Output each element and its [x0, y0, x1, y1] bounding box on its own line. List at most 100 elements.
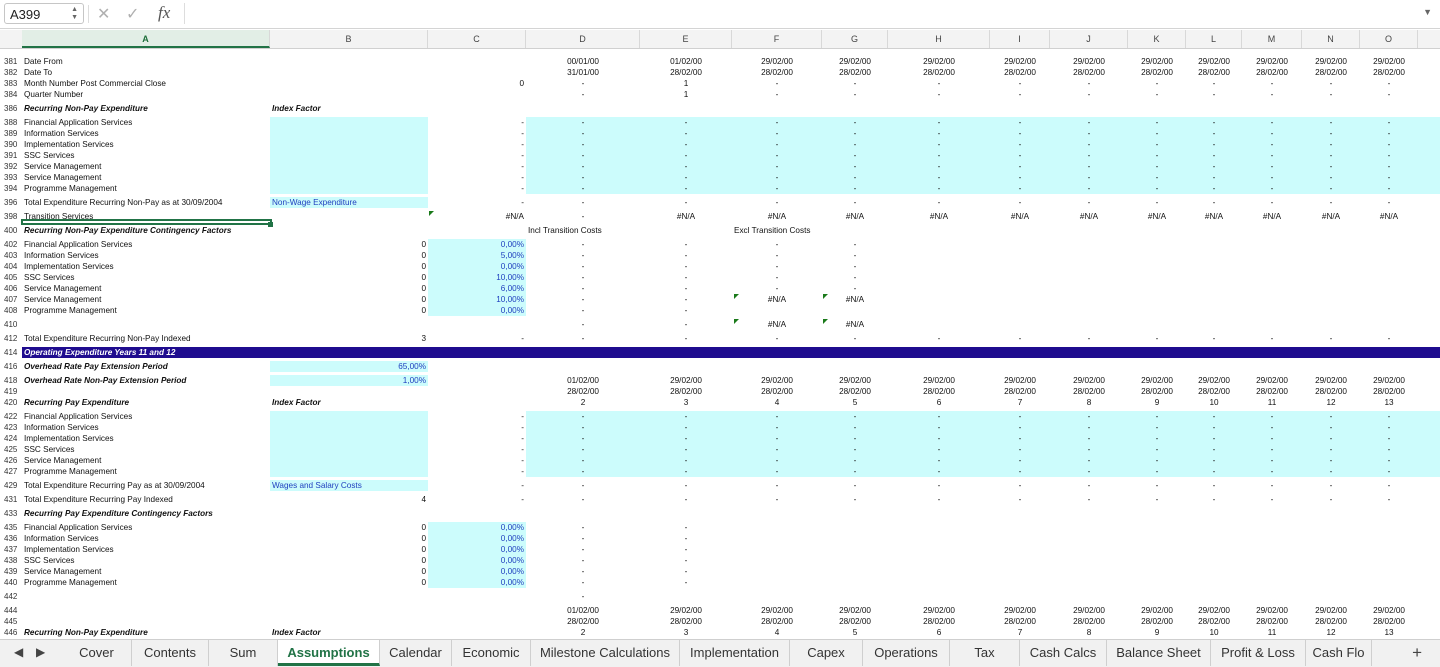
- cell-f419[interactable]: 28/02/00: [761, 387, 793, 396]
- sheet-tab-economic[interactable]: Economic: [452, 640, 531, 666]
- cell-b440[interactable]: 0: [421, 578, 426, 587]
- cell-m398[interactable]: #N/A: [1262, 212, 1282, 221]
- cell-e410[interactable]: -: [684, 320, 688, 329]
- cancel-icon[interactable]: ✕: [97, 6, 111, 23]
- cell-f394[interactable]: -: [775, 184, 779, 193]
- cell-a392[interactable]: Service Management: [24, 162, 102, 171]
- cell-i423[interactable]: -: [1018, 423, 1022, 432]
- cell-o429[interactable]: -: [1387, 481, 1391, 490]
- cell-h389[interactable]: -: [937, 129, 941, 138]
- cell-c392[interactable]: -: [521, 162, 524, 171]
- cell-b446[interactable]: Index Factor: [272, 628, 321, 637]
- cell-c426[interactable]: -: [521, 456, 524, 465]
- cell-e402[interactable]: -: [684, 240, 688, 249]
- cell-h429[interactable]: -: [937, 481, 941, 490]
- cell-a403[interactable]: Information Services: [24, 251, 99, 260]
- cell-a431[interactable]: Total Expenditure Recurring Pay Indexed: [24, 495, 173, 504]
- cell-n424[interactable]: -: [1329, 434, 1333, 443]
- cell-i422[interactable]: -: [1018, 412, 1022, 421]
- cell-m384[interactable]: -: [1270, 90, 1274, 99]
- cell-c390[interactable]: -: [521, 140, 524, 149]
- cell-e424[interactable]: -: [684, 434, 688, 443]
- cell-k445[interactable]: 28/02/00: [1141, 617, 1173, 626]
- input-cell-b429[interactable]: [270, 480, 428, 491]
- column-header-i[interactable]: I: [990, 30, 1050, 48]
- cell-g383[interactable]: -: [853, 79, 857, 88]
- cell-l382[interactable]: 28/02/00: [1198, 68, 1230, 77]
- cell-d442[interactable]: -: [581, 592, 585, 601]
- cell-d444[interactable]: 01/02/00: [567, 606, 599, 615]
- row-number[interactable]: 414: [0, 347, 22, 358]
- row-number[interactable]: 440: [0, 577, 22, 588]
- cell-n388[interactable]: -: [1329, 118, 1333, 127]
- row-number[interactable]: 400: [0, 225, 22, 236]
- cell-o391[interactable]: -: [1387, 151, 1391, 160]
- cell-l392[interactable]: -: [1212, 162, 1216, 171]
- cell-f384[interactable]: -: [775, 90, 779, 99]
- cell-m420[interactable]: 11: [1267, 398, 1277, 407]
- cell-d427[interactable]: -: [581, 467, 585, 476]
- cell-a438[interactable]: SSC Services: [24, 556, 75, 565]
- cell-j420[interactable]: 8: [1086, 398, 1092, 407]
- cell-c429[interactable]: -: [521, 481, 524, 490]
- cell-o445[interactable]: 28/02/00: [1373, 617, 1405, 626]
- cell-a400[interactable]: Recurring Non-Pay Expenditure Contingenc…: [24, 226, 232, 235]
- cell-j423[interactable]: -: [1087, 423, 1091, 432]
- cell-k427[interactable]: -: [1155, 467, 1159, 476]
- row-number[interactable]: 425: [0, 444, 22, 455]
- cell-h446[interactable]: 6: [936, 628, 942, 637]
- column-header-h[interactable]: H: [888, 30, 990, 48]
- cell-a446[interactable]: Recurring Non-Pay Expenditure: [24, 628, 148, 637]
- cell-f431[interactable]: -: [775, 495, 779, 504]
- cell-d426[interactable]: -: [581, 456, 585, 465]
- cell-m388[interactable]: -: [1270, 118, 1274, 127]
- cell-b403[interactable]: 0: [421, 251, 426, 260]
- cell-n445[interactable]: 28/02/00: [1315, 617, 1347, 626]
- row-number[interactable]: 382: [0, 67, 22, 78]
- cell-i427[interactable]: -: [1018, 467, 1022, 476]
- formula-input[interactable]: [184, 3, 1431, 24]
- cell-h423[interactable]: -: [937, 423, 941, 432]
- cell-o412[interactable]: -: [1387, 334, 1391, 343]
- cell-m445[interactable]: 28/02/00: [1256, 617, 1288, 626]
- cell-i398[interactable]: #N/A: [1010, 212, 1030, 221]
- cell-j394[interactable]: -: [1087, 184, 1091, 193]
- cell-c435[interactable]: 0,00%: [500, 523, 524, 532]
- next-sheet-icon[interactable]: ▶: [36, 645, 46, 659]
- cell-n429[interactable]: -: [1329, 481, 1333, 490]
- cell-d439[interactable]: -: [581, 567, 585, 576]
- cell-n431[interactable]: -: [1329, 495, 1333, 504]
- sheet-tab-cover[interactable]: Cover: [62, 640, 132, 666]
- cell-i383[interactable]: -: [1018, 79, 1022, 88]
- cell-h420[interactable]: 6: [936, 398, 942, 407]
- cell-j422[interactable]: -: [1087, 412, 1091, 421]
- row-number[interactable]: 389: [0, 128, 22, 139]
- cell-e390[interactable]: -: [684, 140, 688, 149]
- cell-i429[interactable]: -: [1018, 481, 1022, 490]
- cell-j383[interactable]: -: [1087, 79, 1091, 88]
- cell-l394[interactable]: -: [1212, 184, 1216, 193]
- cell-a386[interactable]: Recurring Non-Pay Expenditure: [24, 104, 148, 113]
- row-number[interactable]: 424: [0, 433, 22, 444]
- cell-m446[interactable]: 11: [1267, 628, 1277, 637]
- cell-c439[interactable]: 0,00%: [500, 567, 524, 576]
- cell-n420[interactable]: 12: [1326, 398, 1336, 407]
- cell-e412[interactable]: -: [684, 334, 688, 343]
- row-number[interactable]: 391: [0, 150, 22, 161]
- cell-b407[interactable]: 0: [421, 295, 426, 304]
- cell-d405[interactable]: -: [581, 273, 585, 282]
- sheet-tab-operations[interactable]: Operations: [863, 640, 950, 666]
- cell-h392[interactable]: -: [937, 162, 941, 171]
- cell-e389[interactable]: -: [684, 129, 688, 138]
- cell-a391[interactable]: SSC Services: [24, 151, 75, 160]
- cell-l427[interactable]: -: [1212, 467, 1216, 476]
- cell-k398[interactable]: #N/A: [1147, 212, 1167, 221]
- cell-g426[interactable]: -: [853, 456, 857, 465]
- cell-d393[interactable]: -: [581, 173, 585, 182]
- cell-d446[interactable]: 2: [580, 628, 586, 637]
- sheet-tab-assumptions[interactable]: Assumptions: [278, 640, 380, 666]
- prev-sheet-icon[interactable]: ◀: [14, 645, 24, 659]
- cell-h422[interactable]: -: [937, 412, 941, 421]
- cell-e435[interactable]: -: [684, 523, 688, 532]
- cell-c438[interactable]: 0,00%: [500, 556, 524, 565]
